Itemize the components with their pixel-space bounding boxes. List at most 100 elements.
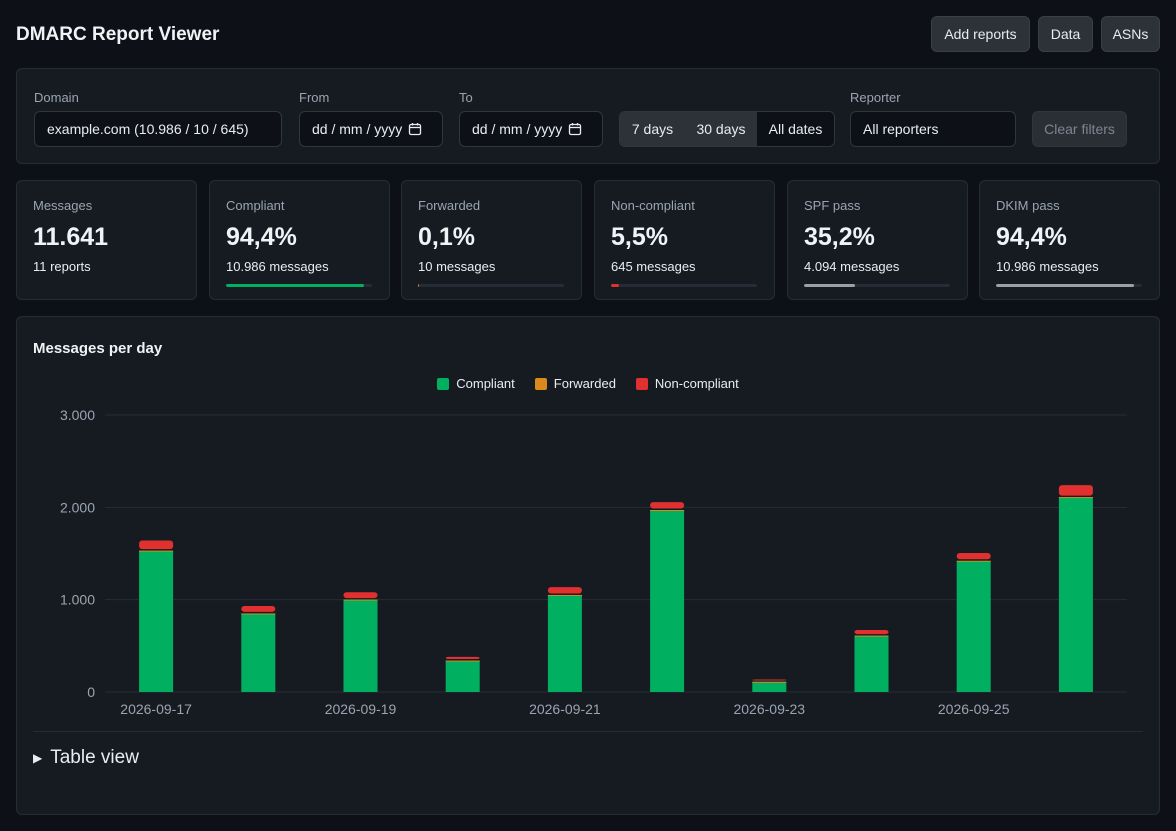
from-date-input[interactable]: dd / mm / yyyy	[299, 111, 443, 147]
bar-compliant	[241, 613, 276, 692]
date-range-toggle: 7 days 30 days All dates	[619, 111, 835, 147]
y-tick-label: 2.000	[60, 499, 95, 515]
bar-forwarded	[343, 599, 378, 601]
bar-compliant	[650, 510, 685, 692]
progress-fill	[226, 284, 364, 287]
app-title: DMARC Report Viewer	[16, 24, 220, 45]
to-date-placeholder: dd / mm / yyyy	[472, 121, 563, 137]
progress-fill	[611, 284, 620, 287]
y-tick-label: 1.000	[60, 592, 95, 608]
calendar-icon[interactable]	[568, 122, 582, 136]
clear-filters-button[interactable]: Clear filters	[1032, 111, 1127, 147]
data-button[interactable]: Data	[1038, 16, 1093, 52]
bar-forwarded	[854, 635, 889, 637]
stat-card-dkim-pass: DKIM pass 94,4% 10.986 messages	[979, 180, 1160, 300]
legend-item-compliant[interactable]: Compliant	[437, 376, 515, 391]
progress-bar	[804, 284, 950, 287]
bar-forwarded	[650, 510, 685, 512]
from-label: From	[299, 90, 330, 105]
range-30-days-button[interactable]: 30 days	[685, 112, 757, 146]
stat-card-compliant: Compliant 94,4% 10.986 messages	[209, 180, 390, 300]
stat-card-forwarded: Forwarded 0,1% 10 messages	[401, 180, 582, 300]
bar-forwarded	[139, 550, 174, 552]
x-tick-label: 2026-09-23	[733, 701, 805, 717]
bar-non-compliant	[956, 552, 991, 560]
bar-non-compliant	[343, 592, 378, 599]
asns-button[interactable]: ASNs	[1101, 16, 1160, 52]
stat-value: 0,1%	[418, 223, 475, 251]
stat-value: 94,4%	[226, 223, 297, 251]
bar-compliant	[956, 560, 991, 692]
domain-value: example.com (10.986 / 10 / 645)	[47, 121, 249, 137]
range-all-dates-button[interactable]: All dates	[757, 112, 834, 146]
add-reports-button[interactable]: Add reports	[931, 16, 1030, 52]
reporter-value: All reporters	[863, 121, 939, 137]
bar-forwarded	[445, 660, 480, 662]
filters-panel: Domain example.com (10.986 / 10 / 645) F…	[16, 68, 1160, 164]
progress-fill	[996, 284, 1134, 287]
legend-item-non-compliant[interactable]: Non-compliant	[635, 376, 739, 391]
stat-subtext: 645 messages	[611, 259, 696, 274]
bar-forwarded	[752, 681, 787, 683]
progress-bar	[418, 284, 564, 287]
bar-non-compliant	[445, 656, 480, 660]
y-tick-label: 3.000	[60, 407, 95, 423]
stat-card-messages: Messages 11.641 11 reports	[16, 180, 197, 300]
disclosure-triangle-icon: ▶	[33, 751, 43, 765]
stat-value: 5,5%	[611, 223, 668, 251]
bar-compliant	[445, 660, 480, 692]
progress-bar	[996, 284, 1142, 287]
legend-label: Forwarded	[553, 376, 616, 391]
bar-non-compliant	[650, 502, 685, 509]
range-7-days-button[interactable]: 7 days	[620, 112, 685, 146]
stat-subtext: 11 reports	[33, 259, 91, 274]
bar-forwarded	[1058, 497, 1093, 499]
bar-compliant	[854, 635, 889, 692]
reporter-select[interactable]: All reporters	[850, 111, 1016, 147]
legend-label: Compliant	[456, 376, 515, 391]
domain-select[interactable]: example.com (10.986 / 10 / 645)	[34, 111, 282, 147]
domain-label: Domain	[34, 90, 79, 105]
stat-subtext: 10.986 messages	[226, 259, 329, 274]
to-label: To	[459, 90, 473, 105]
x-tick-label: 2026-09-17	[120, 701, 192, 717]
to-date-input[interactable]: dd / mm / yyyy	[459, 111, 603, 147]
stat-label: DKIM pass	[996, 198, 1060, 213]
bar-compliant	[343, 599, 378, 692]
stat-label: SPF pass	[804, 198, 861, 213]
y-tick-label: 0	[87, 684, 95, 700]
stat-card-spf-pass: SPF pass 35,2% 4.094 messages	[787, 180, 968, 300]
stat-label: Compliant	[226, 198, 285, 213]
bar-compliant	[752, 681, 787, 692]
stat-subtext: 10 messages	[418, 259, 496, 274]
chart-legend: Compliant Forwarded Non-compliant	[17, 376, 1159, 391]
bar-compliant	[547, 595, 582, 692]
chart-panel: Messages per day Compliant Forwarded Non…	[16, 316, 1160, 815]
legend-item-forwarded[interactable]: Forwarded	[534, 376, 616, 391]
bar-non-compliant	[139, 540, 174, 550]
reporter-label: Reporter	[850, 90, 901, 105]
bar-non-compliant	[1058, 485, 1093, 496]
stat-subtext: 4.094 messages	[804, 259, 900, 274]
stat-card-non-compliant: Non-compliant 5,5% 645 messages	[594, 180, 775, 300]
messages-per-day-chart: 0 1.000 2.000 3.000 2026-09-17 2026-09-19 2026…	[60, 407, 1127, 717]
table-view-toggle[interactable]: ▶ Table view	[33, 747, 139, 769]
legend-swatch	[437, 377, 450, 390]
bar-forwarded	[956, 560, 991, 562]
stat-label: Forwarded	[418, 198, 481, 213]
bar-non-compliant	[752, 679, 787, 681]
legend-swatch	[534, 377, 547, 390]
calendar-icon[interactable]	[408, 122, 422, 136]
progress-bar	[226, 284, 372, 287]
x-tick-label: 2026-09-25	[938, 701, 1010, 717]
x-tick-label: 2026-09-21	[529, 701, 601, 717]
bar-compliant	[1058, 497, 1093, 692]
bar-compliant	[139, 550, 174, 692]
stat-value: 11.641	[33, 223, 109, 251]
bar-non-compliant	[547, 587, 582, 594]
chart-title: Messages per day	[33, 340, 163, 357]
legend-swatch	[635, 377, 648, 390]
stat-value: 35,2%	[804, 223, 875, 251]
bar-non-compliant	[854, 630, 889, 635]
stat-subtext: 10.986 messages	[996, 259, 1099, 274]
